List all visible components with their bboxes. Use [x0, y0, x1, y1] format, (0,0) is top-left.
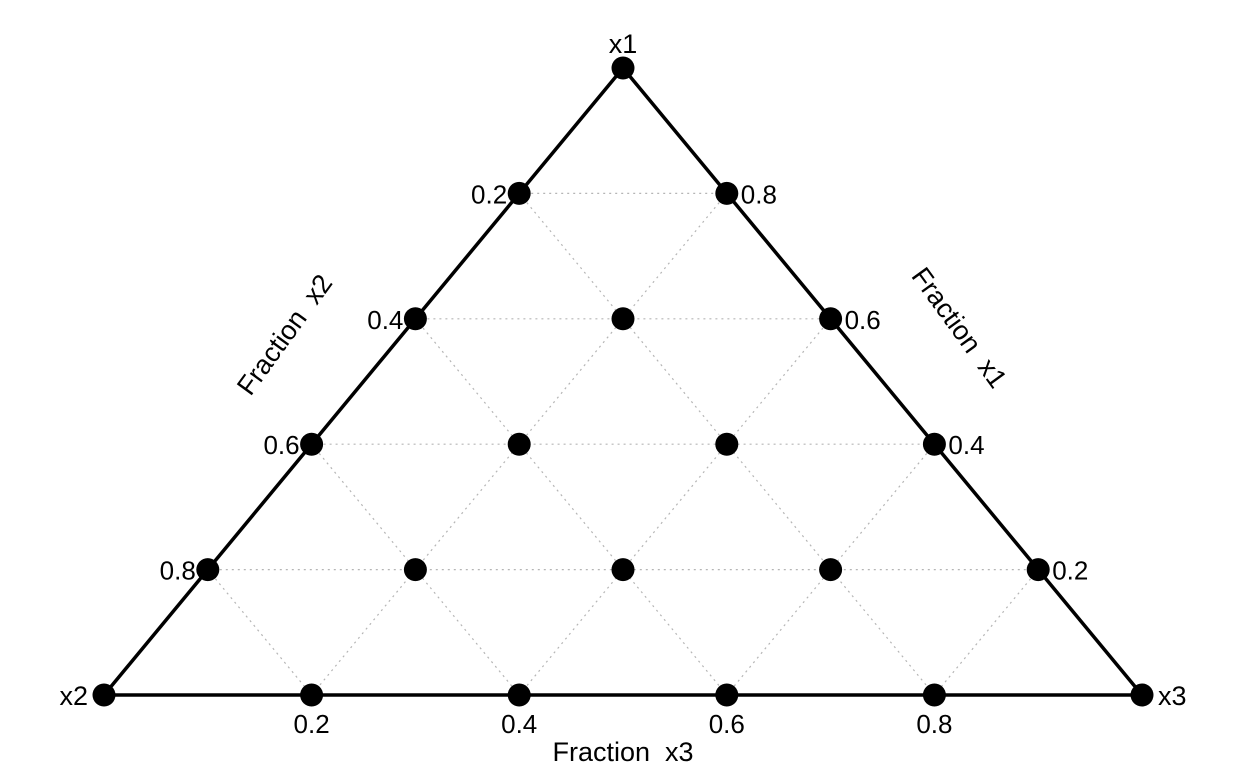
axis-title-left: Fraction x2	[231, 269, 338, 401]
tick-label-left: 0.2	[471, 179, 507, 209]
data-point	[922, 683, 946, 707]
tick-labels: 0.2 0.4 0.6 0.8 0.8 0.6 0.4 0.2 0.2 0.4 0.6 0.8	[160, 179, 1089, 739]
data-point	[715, 432, 739, 456]
vertex-label-top: x1	[609, 29, 638, 59]
data-point	[611, 56, 635, 80]
tick-label-bottom: 0.8	[916, 709, 952, 739]
axis-title-bottom: Fraction x3	[552, 737, 693, 767]
grid-line-x3	[933, 569, 1039, 696]
data-point	[403, 558, 427, 582]
data-point	[507, 181, 531, 205]
tick-label-right: 0.2	[1052, 556, 1088, 586]
data-points	[92, 56, 1154, 707]
tick-label-left: 0.8	[160, 556, 196, 586]
tick-label-left: 0.6	[263, 430, 299, 460]
data-point	[715, 683, 739, 707]
data-point	[611, 307, 635, 331]
data-point	[196, 558, 220, 582]
data-point	[819, 558, 843, 582]
data-point	[1130, 683, 1154, 707]
tick-label-right: 0.4	[948, 430, 984, 460]
vertex-label-left: x2	[59, 681, 88, 711]
grid-line-x3	[518, 318, 832, 696]
data-point	[1026, 558, 1050, 582]
data-point	[507, 432, 531, 456]
tick-label-bottom: 0.6	[709, 709, 745, 739]
data-point	[507, 683, 531, 707]
tick-label-bottom: 0.4	[501, 709, 537, 739]
data-point	[715, 181, 739, 205]
tick-label-right: 0.6	[845, 305, 881, 335]
data-point	[403, 307, 427, 331]
data-point	[819, 307, 843, 331]
grid-line-x2	[207, 569, 313, 696]
grid-lines	[207, 192, 1039, 696]
tick-label-right: 0.8	[741, 179, 777, 209]
vertex-label-right: x3	[1158, 681, 1187, 711]
tick-label-bottom: 0.2	[294, 709, 330, 739]
data-point	[300, 432, 324, 456]
data-point	[92, 683, 116, 707]
data-point	[300, 683, 324, 707]
grid-line-x2	[414, 318, 728, 696]
axis-title-right: Fraction x1	[906, 262, 1013, 394]
tick-label-left: 0.4	[367, 305, 403, 335]
data-point	[922, 432, 946, 456]
triangle-frame	[102, 66, 1144, 697]
data-point	[611, 558, 635, 582]
